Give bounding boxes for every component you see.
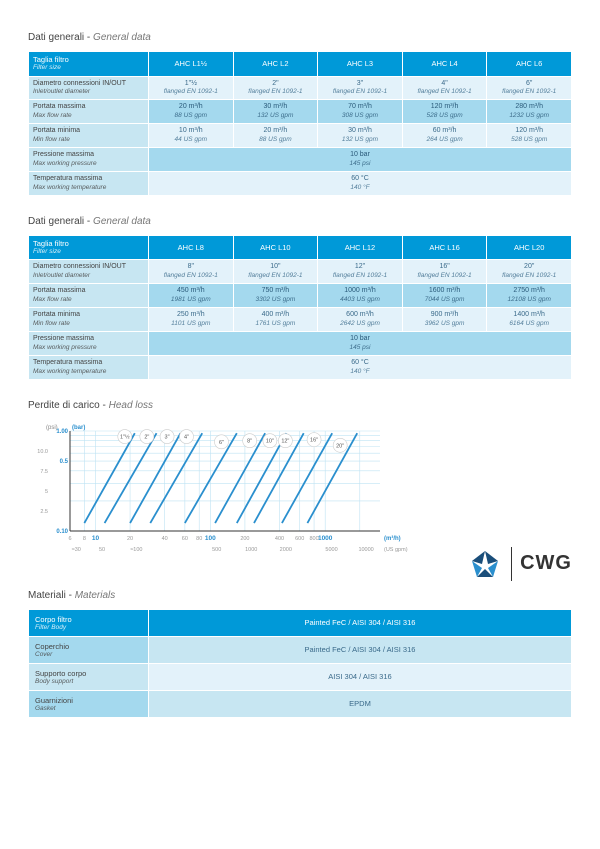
- svg-text:200: 200: [240, 536, 249, 542]
- svg-text:4": 4": [184, 434, 189, 440]
- row-maxtemp: Temperatura massimaMax working temperatu…: [29, 172, 572, 196]
- svg-text:6: 6: [68, 536, 71, 542]
- svg-text:40: 40: [162, 536, 168, 542]
- headloss-chart: (psi)(bar)1.000.50.1010.07.552.568102040…: [28, 419, 572, 566]
- svg-text:3": 3": [165, 434, 170, 440]
- svg-text:(US gpm): (US gpm): [384, 547, 408, 553]
- row-maxflow: Portata massimaMax flow rate 20 m³/h88 U…: [29, 100, 572, 124]
- svg-text:6": 6": [219, 440, 224, 446]
- svg-text:(bar): (bar): [72, 425, 85, 431]
- svg-text:16": 16": [310, 437, 318, 443]
- svg-text:5: 5: [45, 489, 48, 495]
- svg-text:5000: 5000: [325, 547, 337, 553]
- svg-text:10.0: 10.0: [37, 449, 48, 455]
- svg-text:7.5: 7.5: [40, 469, 48, 475]
- row-maxpress: Pressione massimaMax working pressure 10…: [29, 148, 572, 172]
- svg-text:2": 2": [144, 434, 149, 440]
- th-col: AHC L3: [318, 52, 403, 77]
- svg-text:(m³/h): (m³/h): [384, 535, 401, 542]
- svg-text:20": 20": [336, 443, 344, 449]
- th-col: AHC L1½: [149, 52, 234, 77]
- materials-table: Corpo filtroFilter BodyPainted FeC / AIS…: [28, 609, 572, 718]
- svg-text:1000: 1000: [318, 535, 333, 542]
- svg-text:2000: 2000: [280, 547, 292, 553]
- th-col: AHC L2: [233, 52, 318, 77]
- section-title-headloss: Perdite di carico - Head loss: [28, 400, 572, 411]
- svg-text:400: 400: [275, 536, 284, 542]
- svg-text:60: 60: [182, 536, 188, 542]
- section-title-general-1: Dati generali - General data: [28, 32, 572, 43]
- svg-text:8: 8: [83, 536, 86, 542]
- svg-text:20: 20: [127, 536, 133, 542]
- svg-text:2.5: 2.5: [40, 509, 48, 515]
- svg-text:0.10: 0.10: [56, 529, 68, 535]
- svg-text:1.00: 1.00: [56, 429, 68, 435]
- section-title-general-2: Dati generali - General data: [28, 216, 572, 227]
- data-table-2: Taglia filtroFilter size AHC L8AHC L10AH…: [28, 235, 572, 380]
- svg-text:8": 8": [247, 438, 252, 444]
- svg-text:≈100: ≈100: [130, 547, 142, 553]
- row-diameter: Diametro connessioni IN/OUTInlet/outlet …: [29, 76, 572, 100]
- th-col: AHC L4: [402, 52, 487, 77]
- data-table-1: Taglia filtro Filter size AHC L1½ AHC L2…: [28, 51, 572, 196]
- svg-text:10": 10": [266, 438, 274, 444]
- svg-text:100: 100: [205, 535, 216, 542]
- svg-text:50: 50: [99, 547, 105, 553]
- svg-text:0.5: 0.5: [60, 459, 69, 465]
- row-minflow: Portata minimaMin flow rate 10 m³/h44 US…: [29, 124, 572, 148]
- th-col: AHC L6: [487, 52, 572, 77]
- section-title-materials: Materiali - Materials: [28, 590, 572, 601]
- svg-text:1"½: 1"½: [120, 433, 130, 440]
- th-filter-size: Taglia filtro Filter size: [29, 52, 149, 77]
- svg-text:600: 600: [295, 536, 304, 542]
- svg-text:12": 12": [281, 438, 289, 444]
- svg-text:80: 80: [196, 536, 202, 542]
- svg-text:500: 500: [212, 547, 221, 553]
- svg-text:10: 10: [92, 535, 100, 542]
- svg-text:≈30: ≈30: [72, 547, 81, 553]
- svg-text:10000: 10000: [358, 547, 373, 553]
- svg-text:1000: 1000: [245, 547, 257, 553]
